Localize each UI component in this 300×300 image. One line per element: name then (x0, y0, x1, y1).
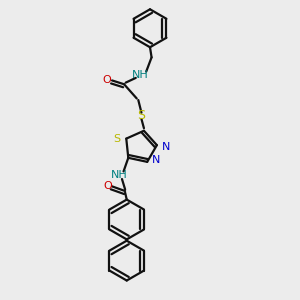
Text: O: O (103, 181, 112, 191)
Text: O: O (103, 75, 111, 85)
Text: NH: NH (110, 170, 127, 180)
Text: N: N (162, 142, 170, 152)
Text: NH: NH (132, 70, 149, 80)
Text: S: S (113, 134, 121, 144)
Text: S: S (137, 110, 146, 122)
Text: N: N (152, 155, 160, 165)
